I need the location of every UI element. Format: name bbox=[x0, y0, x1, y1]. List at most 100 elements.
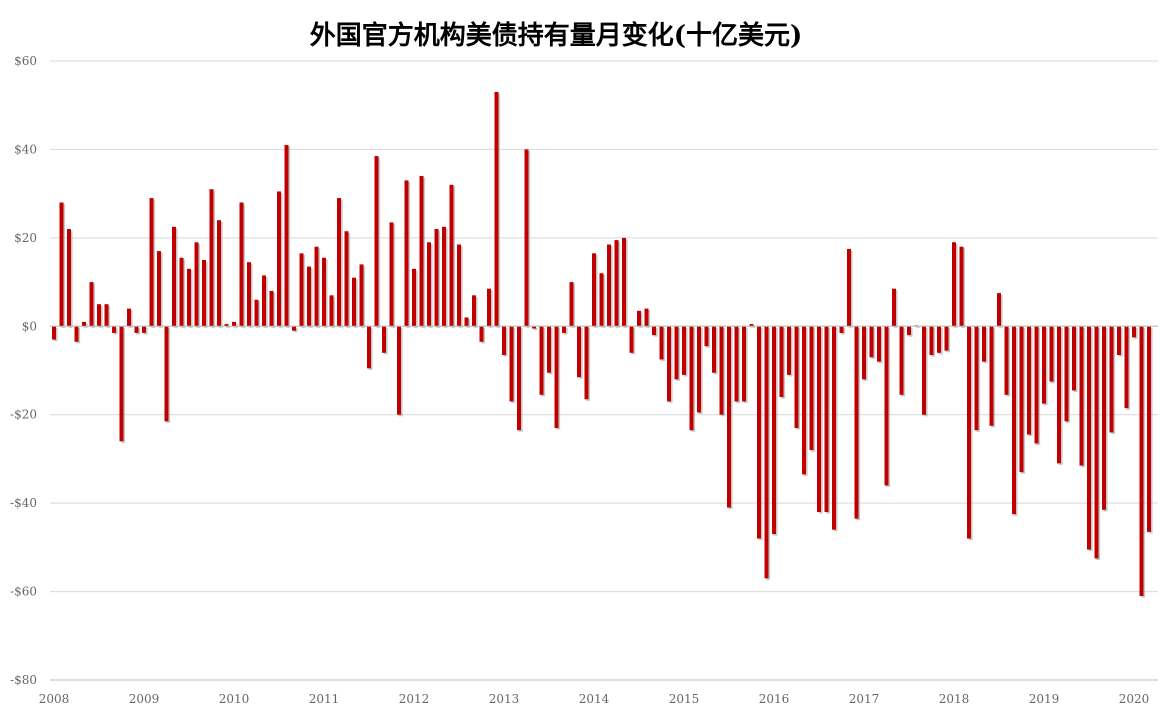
bar bbox=[959, 246, 964, 327]
bar bbox=[1087, 326, 1091, 550]
bar bbox=[989, 326, 994, 426]
bar bbox=[412, 268, 416, 327]
x-tick-label: 2018 bbox=[939, 692, 970, 706]
bar bbox=[847, 248, 851, 327]
bar bbox=[862, 326, 866, 380]
x-tick-label: 2020 bbox=[1119, 692, 1150, 706]
bar bbox=[1027, 326, 1031, 435]
bar bbox=[772, 326, 776, 535]
bar bbox=[284, 145, 289, 327]
bar bbox=[359, 264, 364, 327]
bar bbox=[539, 326, 544, 395]
bar bbox=[367, 326, 371, 369]
bar bbox=[269, 290, 274, 327]
bar bbox=[1049, 326, 1054, 382]
bar bbox=[1057, 326, 1061, 464]
bar bbox=[997, 293, 1001, 327]
bar bbox=[599, 273, 604, 327]
bar bbox=[299, 253, 304, 327]
bar bbox=[1072, 326, 1076, 391]
bar bbox=[742, 326, 746, 402]
bar bbox=[532, 326, 536, 329]
bar bbox=[179, 257, 184, 327]
bar bbox=[809, 326, 814, 451]
bar bbox=[329, 295, 334, 327]
bar bbox=[59, 202, 64, 327]
bar bbox=[202, 259, 206, 327]
y-tick-label: $60 bbox=[14, 54, 37, 68]
bar bbox=[629, 326, 634, 353]
bar bbox=[277, 191, 281, 327]
bar bbox=[419, 175, 424, 327]
bar bbox=[509, 326, 514, 402]
bar bbox=[1139, 326, 1144, 596]
bar bbox=[547, 326, 551, 373]
bar bbox=[577, 326, 581, 378]
bar bbox=[82, 321, 86, 327]
bar bbox=[337, 198, 341, 327]
bar bbox=[404, 180, 409, 327]
bar bbox=[929, 326, 934, 356]
y-tick-label: -$40 bbox=[10, 496, 37, 510]
bar bbox=[869, 326, 874, 358]
bar bbox=[749, 324, 754, 327]
bar bbox=[682, 326, 686, 375]
bar bbox=[442, 226, 446, 327]
bar bbox=[292, 326, 296, 331]
bar bbox=[479, 326, 484, 342]
bar bbox=[487, 288, 491, 327]
bar bbox=[667, 326, 671, 402]
bar bbox=[472, 295, 476, 327]
bar bbox=[449, 184, 454, 327]
bar bbox=[1132, 326, 1136, 338]
bar bbox=[97, 304, 101, 327]
bar bbox=[584, 326, 589, 400]
bar bbox=[382, 326, 386, 353]
bar bbox=[764, 326, 769, 579]
x-tick-label: 2010 bbox=[219, 692, 250, 706]
bar bbox=[952, 242, 956, 327]
bar bbox=[217, 220, 221, 327]
y-axis-tick-labels: $60 $40 $20 $0 -$20 -$40 -$60 -$80 bbox=[10, 54, 37, 687]
x-tick-label: 2009 bbox=[129, 692, 160, 706]
bar bbox=[389, 222, 394, 327]
bar bbox=[247, 262, 251, 327]
chart-title: 外国官方机构美债持有量月变化(十亿美元) bbox=[310, 20, 803, 51]
bar bbox=[254, 299, 259, 327]
bar bbox=[899, 326, 904, 395]
bar bbox=[659, 326, 664, 360]
bar bbox=[652, 326, 656, 336]
bar bbox=[67, 229, 71, 327]
y-tick-label: -$20 bbox=[10, 408, 37, 422]
bar bbox=[1042, 326, 1046, 404]
bar bbox=[832, 326, 836, 530]
y-tick-label: $20 bbox=[14, 231, 37, 245]
bar bbox=[1034, 326, 1039, 444]
bar bbox=[239, 202, 244, 327]
bar bbox=[457, 244, 461, 327]
bar bbox=[262, 275, 266, 327]
bar bbox=[322, 257, 326, 327]
bar bbox=[52, 326, 56, 340]
bar bbox=[1079, 326, 1084, 466]
bar bbox=[704, 326, 709, 347]
bar bbox=[569, 282, 574, 327]
bar bbox=[884, 326, 889, 486]
bar bbox=[464, 317, 469, 327]
bar bbox=[149, 198, 154, 327]
bar bbox=[592, 253, 596, 327]
bar bbox=[817, 326, 821, 512]
bar bbox=[719, 326, 724, 415]
bar bbox=[644, 308, 649, 327]
bar bbox=[344, 231, 349, 327]
bar bbox=[734, 326, 739, 402]
bar bbox=[374, 156, 379, 327]
bar bbox=[1094, 326, 1099, 559]
bar bbox=[1064, 326, 1069, 422]
bar bbox=[1109, 326, 1114, 433]
bar bbox=[134, 326, 139, 333]
y-tick-label: $40 bbox=[14, 142, 37, 156]
bar bbox=[434, 229, 439, 327]
bar bbox=[74, 326, 79, 342]
